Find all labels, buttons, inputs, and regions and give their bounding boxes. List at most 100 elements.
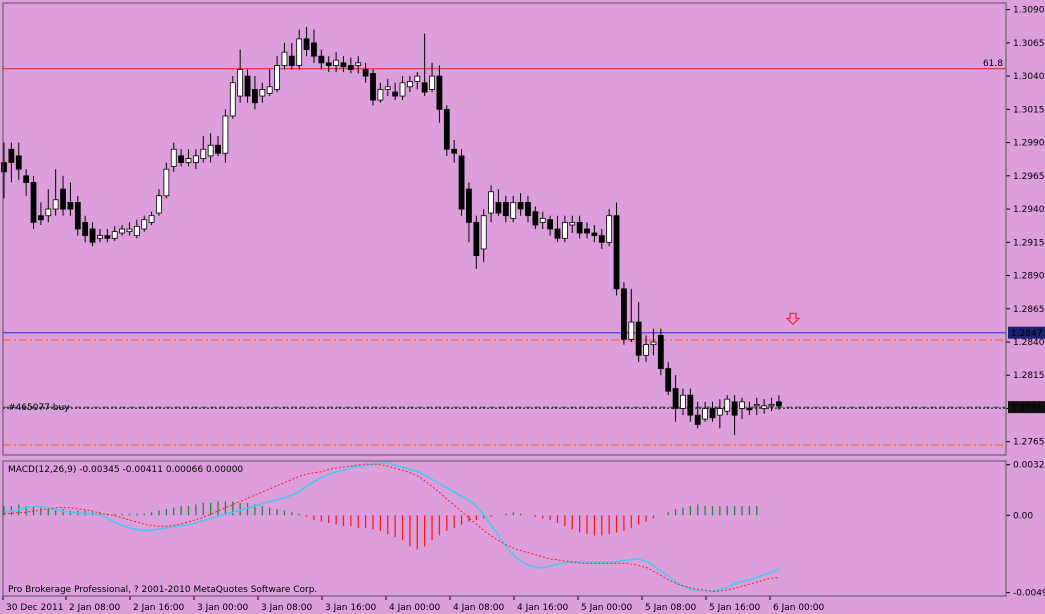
candle-body-bear bbox=[613, 215, 620, 290]
candle bbox=[133, 219, 140, 239]
candle bbox=[274, 56, 280, 93]
candle bbox=[318, 49, 325, 70]
candle-body-bear bbox=[74, 202, 81, 230]
candle bbox=[97, 229, 103, 243]
candle-body-bull bbox=[716, 408, 723, 416]
candle-body-bear bbox=[466, 188, 472, 223]
candle-body-bull bbox=[274, 65, 280, 90]
time-tick-label: 5 Jan 00:00 bbox=[581, 603, 633, 613]
candle bbox=[370, 69, 376, 106]
time-tick-label: 6 Jan 00:00 bbox=[773, 603, 825, 613]
price-tick-label: 1.2965 bbox=[1013, 172, 1045, 182]
candle-body-bull bbox=[539, 217, 546, 223]
candle bbox=[776, 395, 782, 410]
time-tick-label: 5 Jan 08:00 bbox=[645, 603, 697, 613]
candle bbox=[613, 202, 620, 296]
candle bbox=[687, 388, 694, 422]
candle bbox=[584, 222, 590, 239]
candle-body-bull bbox=[384, 86, 391, 90]
candle-body-bear bbox=[473, 221, 480, 256]
time-tick-label: 3 Jan 00:00 bbox=[197, 603, 249, 613]
candle bbox=[635, 302, 642, 362]
candle bbox=[473, 215, 480, 269]
candle-body-bear bbox=[104, 235, 111, 239]
candle-body-bull bbox=[414, 75, 421, 82]
candle bbox=[547, 215, 554, 236]
candle bbox=[303, 26, 310, 57]
price-tick-label: 1.2765 bbox=[1013, 438, 1045, 448]
candle-body-bear bbox=[340, 62, 347, 68]
candle-body-bull bbox=[399, 82, 406, 97]
candle-body-bull bbox=[192, 155, 199, 163]
time-tick-label: 4 Jan 16:00 bbox=[517, 603, 569, 613]
candle bbox=[510, 195, 517, 223]
candle bbox=[672, 375, 679, 422]
candle bbox=[606, 209, 613, 247]
candle bbox=[296, 29, 303, 70]
candle-body-bull bbox=[480, 215, 487, 250]
candle-body-bear bbox=[38, 215, 44, 221]
candle-body-bull bbox=[237, 69, 244, 97]
candle bbox=[347, 57, 354, 74]
time-axis: 30 Dec 2011 2 Jan 08:00 2 Jan 16:00 3 Jan 0… bbox=[2, 596, 825, 613]
price-badges: 1.2847 1.2791 bbox=[1008, 326, 1045, 414]
candle bbox=[126, 222, 133, 236]
candle bbox=[119, 225, 125, 236]
candle bbox=[30, 175, 37, 229]
candle-body-bear bbox=[82, 221, 89, 237]
price-tick-label: 1.2990 bbox=[1013, 139, 1045, 149]
candle bbox=[561, 215, 568, 243]
candle bbox=[45, 189, 52, 223]
candle-body-bull bbox=[702, 408, 708, 420]
candle bbox=[229, 76, 236, 119]
candle bbox=[414, 72, 421, 90]
candle bbox=[207, 133, 214, 163]
macd-panel: 0.00326 0.00 -0.00498 bbox=[3, 461, 1045, 599]
time-tick-label: 3 Jan 08:00 bbox=[261, 603, 313, 613]
signal-line bbox=[3, 463, 779, 592]
candle-body-bull bbox=[724, 398, 731, 412]
candle-body-bear bbox=[67, 202, 74, 210]
candle-body-bear bbox=[318, 55, 325, 64]
candle bbox=[443, 105, 450, 156]
candle-body-bull bbox=[148, 215, 155, 223]
candle bbox=[680, 388, 686, 416]
candle bbox=[237, 49, 244, 103]
time-tick-label: 30 Dec 2011 bbox=[6, 603, 64, 613]
macd-tick-label: 0.00 bbox=[1013, 511, 1033, 521]
candle-body-bear bbox=[1, 162, 7, 173]
candle bbox=[731, 395, 738, 436]
time-tick-label: 2 Jan 16:00 bbox=[133, 603, 185, 613]
candle bbox=[1, 142, 7, 199]
candle bbox=[325, 56, 332, 73]
candle bbox=[266, 69, 273, 97]
order-label: #465077 buy bbox=[8, 403, 70, 413]
price-axis: 1.3090 1.3065 1.3040 1.3015 1.2990 1.2965 1.29… bbox=[1006, 6, 1045, 448]
price-tick-label: 1.2865 bbox=[1013, 305, 1045, 315]
candle bbox=[170, 142, 177, 172]
candle-body-bull bbox=[569, 221, 576, 226]
candle bbox=[384, 78, 391, 97]
candle-body-bear bbox=[502, 202, 509, 217]
fib-label: 61.8 bbox=[983, 59, 1003, 69]
candle-body-bull bbox=[488, 191, 494, 214]
candle-body-bear bbox=[392, 91, 399, 97]
candle-body-bull bbox=[119, 228, 125, 234]
candle-body-bear bbox=[776, 401, 782, 407]
candle bbox=[23, 169, 30, 196]
candle bbox=[436, 65, 443, 123]
candle bbox=[421, 33, 428, 97]
candle bbox=[377, 82, 384, 103]
candle bbox=[74, 195, 81, 236]
candle-body-bear bbox=[252, 89, 258, 104]
candle bbox=[311, 29, 317, 63]
macd-tick-label: 0.00326 bbox=[1013, 461, 1045, 471]
candle bbox=[192, 149, 199, 170]
candle-body-bull bbox=[111, 231, 118, 239]
candle-body-bear bbox=[8, 148, 15, 163]
candle bbox=[495, 189, 502, 216]
time-tick-label: 4 Jan 08:00 bbox=[453, 603, 505, 613]
candle bbox=[458, 149, 465, 216]
